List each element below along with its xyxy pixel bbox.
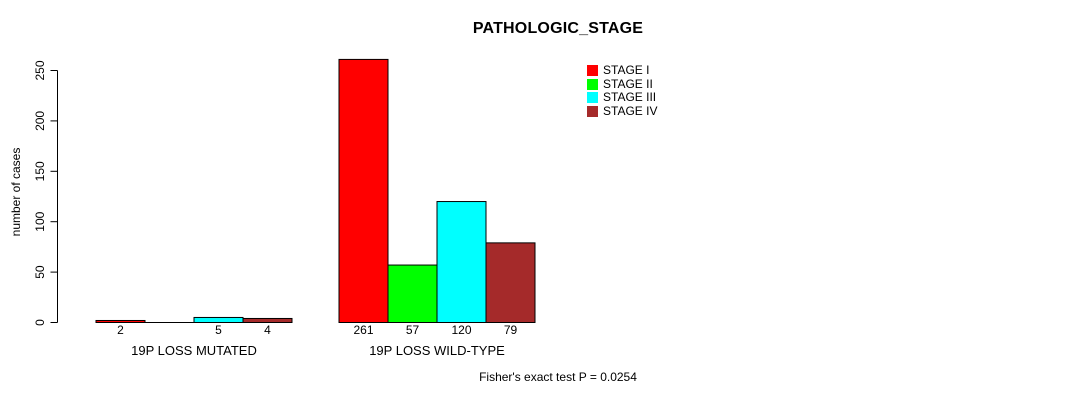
bar-stage-iii-mutated — [193, 316, 244, 323]
legend-item-stage-i: STAGE I — [587, 63, 657, 78]
bar-value-label: 57 — [406, 323, 420, 337]
bar-value-label: 2 — [117, 323, 124, 337]
bar-stage-iii-wild-type — [436, 201, 487, 323]
y-tick-label: 250 — [33, 60, 47, 80]
bar-stage-iv-mutated — [242, 317, 293, 323]
stage-ii-color-swatch — [587, 78, 598, 90]
y-tick-label: 50 — [33, 265, 47, 279]
legend-item-stage-iii: STAGE III — [587, 90, 657, 105]
bar-value-label: 4 — [264, 323, 271, 337]
bar-value-label: 120 — [451, 323, 471, 337]
bar-value-label: 5 — [215, 323, 222, 337]
legend-label-stage-iv: STAGE IV — [603, 103, 658, 118]
stage-i-color-swatch — [587, 65, 598, 77]
bar-value-label: 79 — [504, 323, 518, 337]
y-tick-label: 0 — [33, 319, 47, 326]
y-tick-label: 200 — [33, 111, 47, 131]
x-category-19p-loss-mutated: 19P LOSS MUTATED — [131, 343, 257, 358]
legend-label-stage-i: STAGE I — [603, 63, 650, 78]
legend-item-stage-iv: STAGE IV — [587, 103, 658, 118]
bar-stage-iv-wild-type — [485, 242, 536, 323]
stage-iii-color-swatch — [587, 92, 598, 104]
y-tick-label: 150 — [33, 161, 47, 181]
bar-stage-i-mutated — [95, 319, 146, 324]
stage-iv-color-swatch — [587, 105, 598, 117]
stat-test-footnote: Fisher's exact test P = 0.0254 — [479, 370, 637, 384]
bar-value-label: 261 — [353, 323, 373, 337]
bar-stage-i-wild-type — [338, 58, 389, 324]
legend-label-stage-ii: STAGE II — [603, 76, 653, 91]
legend-label-stage-iii: STAGE III — [603, 90, 657, 105]
y-tick-label: 100 — [33, 211, 47, 231]
legend: STAGE I STAGE II STAGE III STAGE IV — [587, 63, 658, 118]
bar-stage-ii-wild-type — [387, 264, 438, 324]
chart-title: PATHOLOGIC_STAGE — [472, 20, 644, 37]
legend-item-stage-ii: STAGE II — [587, 76, 657, 91]
x-category-19p-loss-wild-type: 19P LOSS WILD-TYPE — [369, 343, 505, 358]
